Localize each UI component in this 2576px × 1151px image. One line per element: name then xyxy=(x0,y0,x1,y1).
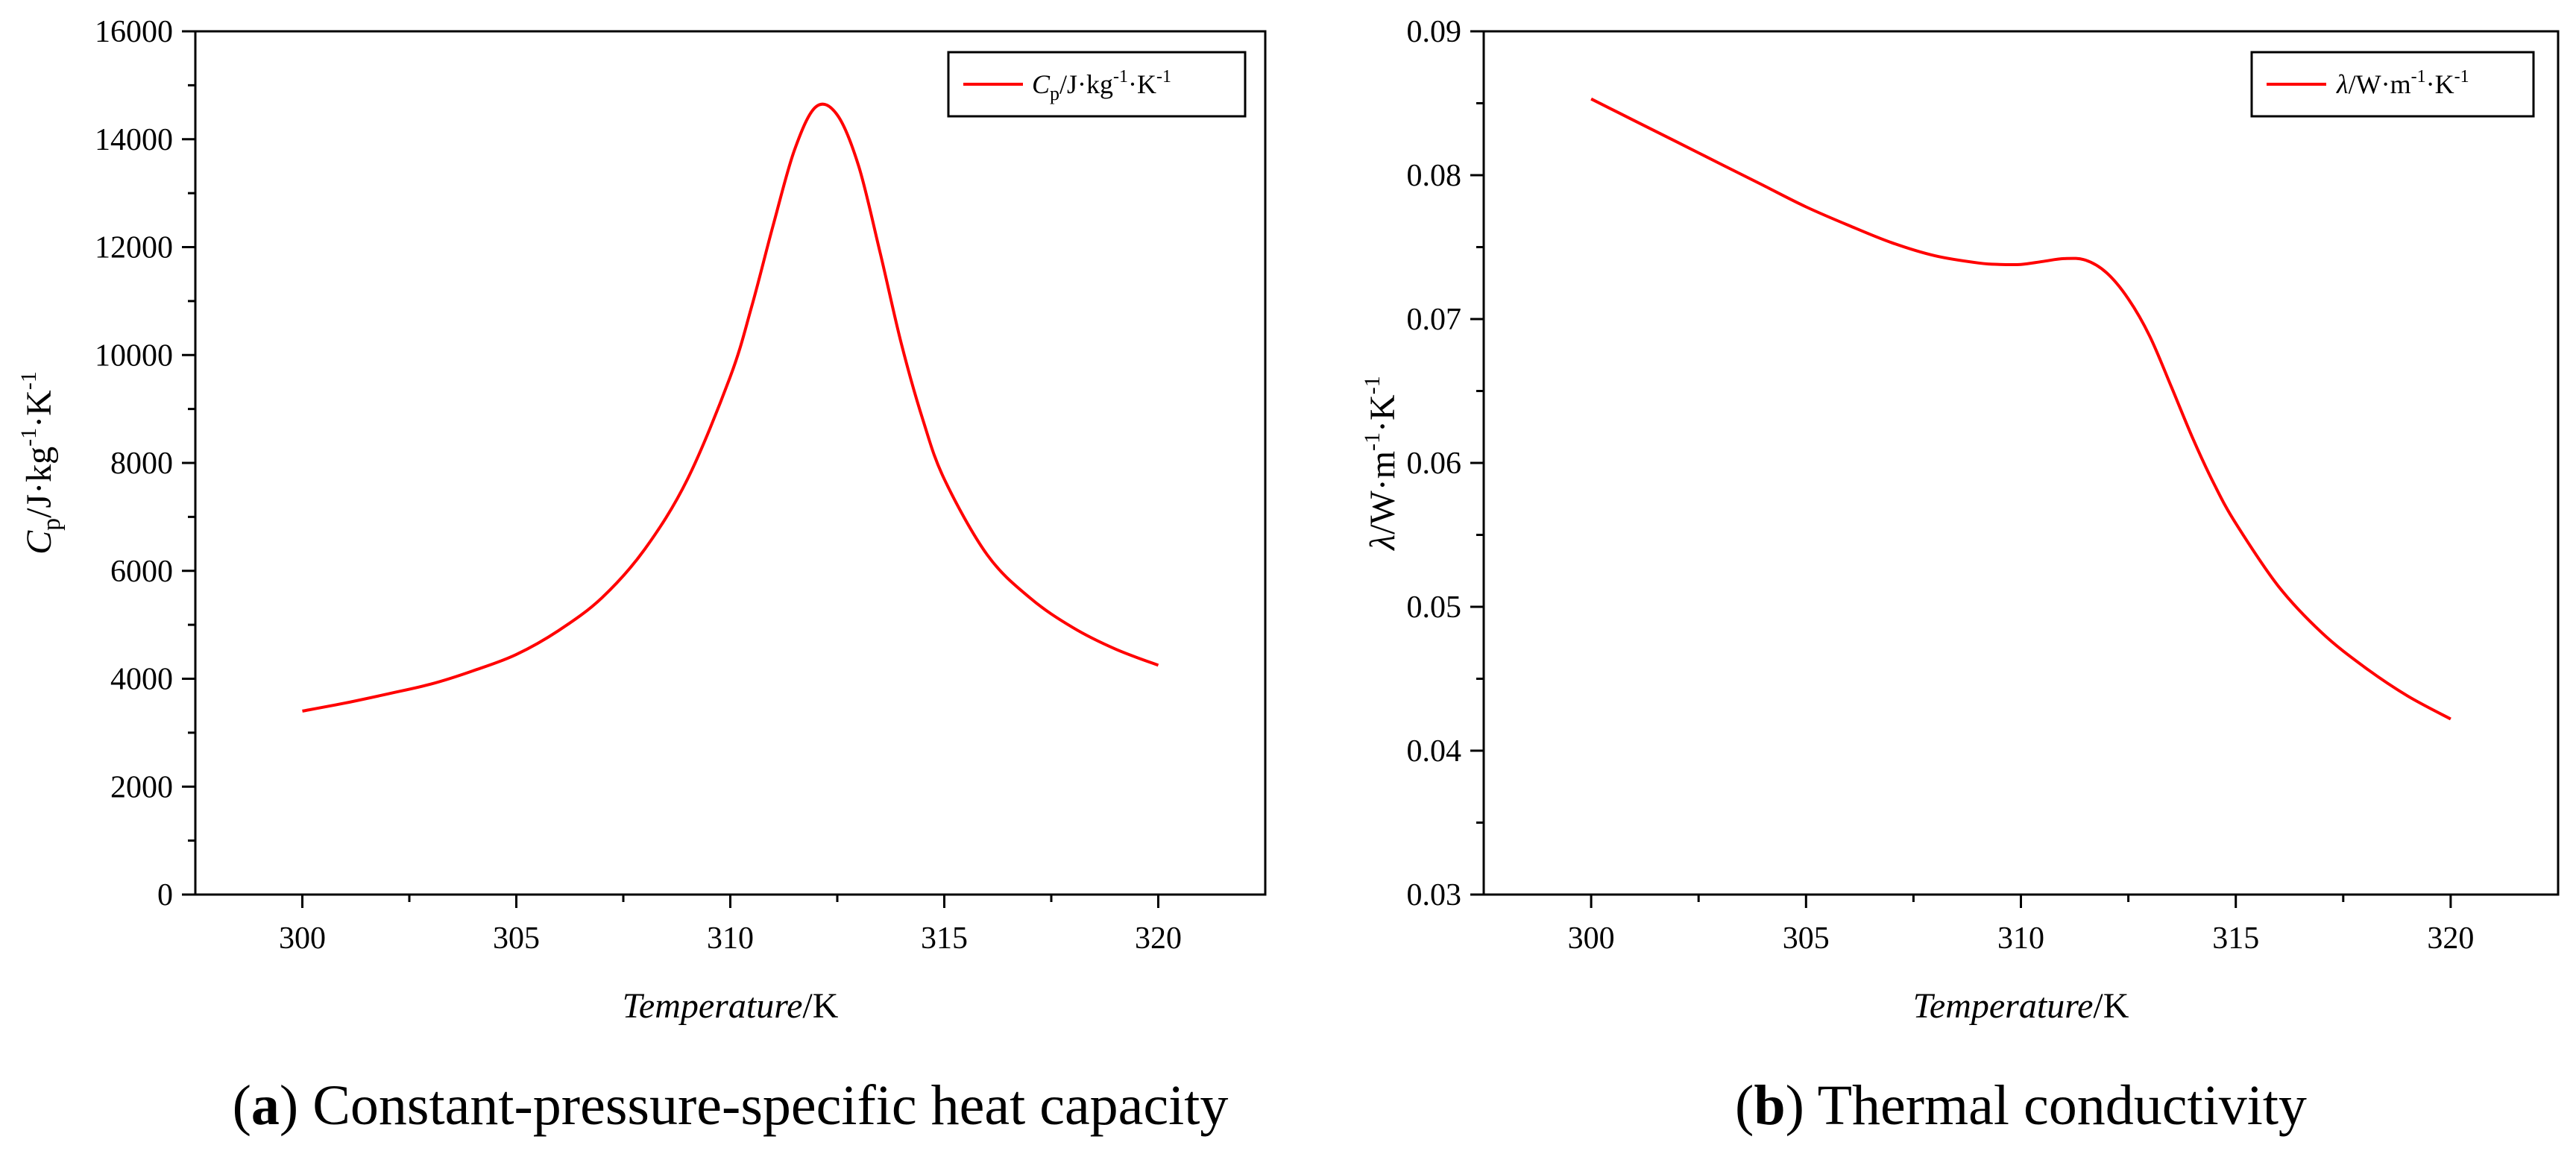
plot-series xyxy=(302,102,1159,713)
y-tick-label: 0.05 xyxy=(1407,590,1462,625)
y-tick-label: 16000 xyxy=(95,15,173,49)
x-tick-label: 310 xyxy=(707,921,754,956)
x-tick-label: 310 xyxy=(1997,921,2044,956)
x-tick-label: 305 xyxy=(1783,921,1830,956)
chart-panel-a: 300 305 310 315 320 0 2000 4000 6000 8000 10000 120… xyxy=(16,15,1267,1026)
caption-b: (b) Thermal conductivity xyxy=(1735,1074,2307,1137)
y-tick-label: 2000 xyxy=(110,770,173,804)
y-tick-label: 0.06 xyxy=(1407,447,1462,481)
caption-a: (a) Constant-pressure-specific heat capa… xyxy=(233,1074,1229,1137)
series-line xyxy=(302,102,1159,713)
y-tick-label: 6000 xyxy=(110,555,173,589)
axis-ticks: 300 305 310 315 320 0 2000 4000 6000 8000 10000 120… xyxy=(95,15,1182,956)
legend-label: Cp/J·kg-1·K-1 xyxy=(1032,67,1171,104)
y-tick-label: 0.04 xyxy=(1407,734,1462,769)
x-axis-title: Temperature/K xyxy=(623,986,839,1026)
series-line xyxy=(1590,97,2451,721)
x-tick-label: 300 xyxy=(1568,921,1615,956)
x-tick-label: 320 xyxy=(2427,921,2474,956)
y-tick-label: 0.08 xyxy=(1407,159,1462,193)
x-tick-label: 315 xyxy=(2212,921,2259,956)
x-tick-label: 315 xyxy=(921,921,968,956)
legend: λ/W·m-1·K-1 xyxy=(2250,51,2535,118)
x-tick-label: 320 xyxy=(1135,921,1182,956)
axis-ticks: 300 305 310 315 320 0.03 0.04 0.05 0.06 0.07 0.08 0… xyxy=(1407,15,2475,956)
y-tick-label: 4000 xyxy=(110,663,173,697)
legend-label: λ/W·m-1·K-1 xyxy=(2336,67,2469,99)
y-tick-label: 14000 xyxy=(95,123,173,157)
plot-area-frame xyxy=(1482,30,2560,896)
y-tick-label: 0 xyxy=(157,878,173,912)
legend: Cp/J·kg-1·K-1 xyxy=(947,51,1247,118)
y-tick-label: 0.09 xyxy=(1407,15,1462,49)
y-tick-label: 12000 xyxy=(95,231,173,265)
plot-series xyxy=(1590,97,2451,721)
y-tick-label: 8000 xyxy=(110,447,173,481)
plot-area-frame xyxy=(194,30,1267,896)
x-tick-label: 305 xyxy=(493,921,540,956)
y-tick-label: 10000 xyxy=(95,338,173,373)
x-axis-title: Temperature/K xyxy=(1913,986,2129,1026)
y-axis-title: λ/W·m-1·K-1 xyxy=(1360,376,1402,551)
y-axis-title: Cp/J·kg-1·K-1 xyxy=(16,371,66,555)
chart-panel-b: 300 305 310 315 320 0.03 0.04 0.05 0.06 0.07 0.08 0… xyxy=(1360,15,2560,1026)
y-tick-label: 0.07 xyxy=(1407,303,1462,337)
x-tick-label: 300 xyxy=(279,921,326,956)
y-tick-label: 0.03 xyxy=(1407,878,1462,912)
